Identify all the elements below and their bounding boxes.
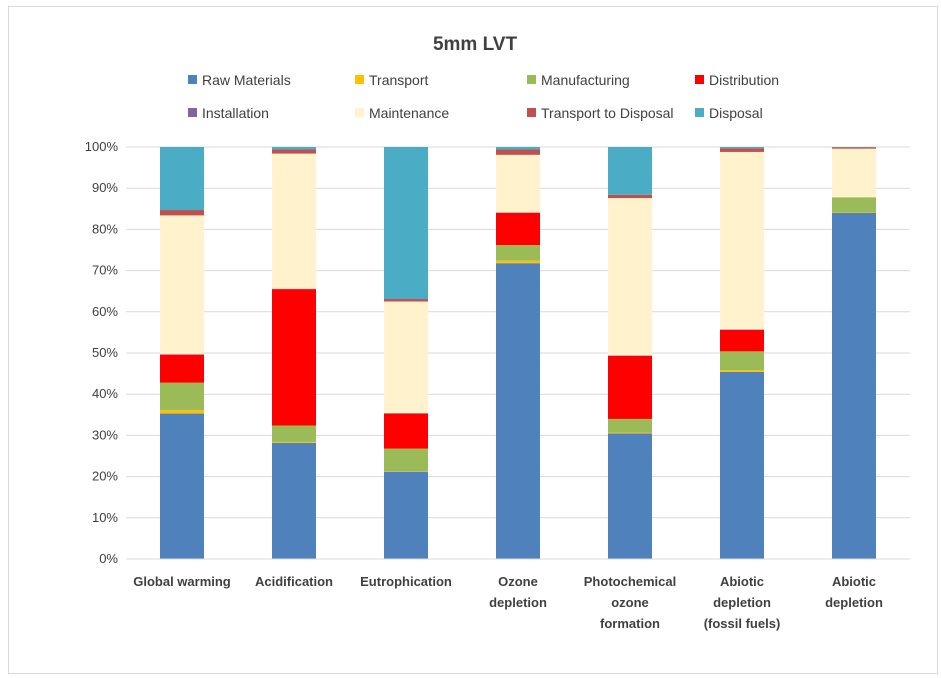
x-tick-label: Abiotic depletion (fossil fuels) xyxy=(704,574,781,631)
legend-swatch-installation xyxy=(188,108,197,117)
y-tick-label: 90% xyxy=(92,180,118,195)
x-tick-label: Abiotic depletion xyxy=(825,574,883,610)
bar-segment-raw-materials xyxy=(384,471,428,559)
bar-segment-manufacturing xyxy=(720,351,764,371)
legend-label-manufacturing: Manufacturing xyxy=(541,72,630,88)
chart-title: 5mm LVT xyxy=(433,34,518,55)
bar-segment-distribution xyxy=(160,354,204,383)
x-tick-label: Eutrophication xyxy=(360,574,452,589)
bar-segment-transport-to-disposal xyxy=(272,149,316,154)
legend-swatch-maintenance xyxy=(355,108,364,117)
legend-label-maintenance: Maintenance xyxy=(369,105,449,121)
bar-segment-disposal xyxy=(160,147,204,211)
bar-segment-manufacturing xyxy=(496,245,540,261)
y-tick-label: 60% xyxy=(92,304,118,319)
legend-swatch-manufacturing xyxy=(527,75,536,84)
bar-segment-transport-to-disposal xyxy=(496,149,540,155)
bar-segment-distribution xyxy=(384,413,428,449)
bar-segment-transport-to-disposal xyxy=(608,194,652,199)
bar-segment-transport xyxy=(720,370,764,372)
legend-swatch-transport xyxy=(355,75,364,84)
bar-segment-transport xyxy=(608,432,652,434)
bar-segment-distribution xyxy=(272,289,316,426)
bar-segment-manufacturing xyxy=(384,448,428,472)
bar-segment-raw-materials xyxy=(832,212,876,560)
legend-swatch-distribution xyxy=(695,75,704,84)
bar-segment-transport xyxy=(496,260,540,264)
legend-label-distribution: Distribution xyxy=(709,72,779,88)
y-tick-label: 20% xyxy=(92,469,118,484)
bar-segment-manufacturing xyxy=(832,197,876,213)
y-tick-label: 70% xyxy=(92,263,118,278)
y-tick-label: 80% xyxy=(92,221,118,236)
legend-label-installation: Installation xyxy=(202,105,269,121)
legend-label-disposal: Disposal xyxy=(709,105,763,121)
x-tick-label: Global warming xyxy=(133,574,231,589)
legend-swatch-transport-to-disposal xyxy=(527,108,536,117)
bar-segment-disposal xyxy=(272,147,316,150)
bar-segment-manufacturing xyxy=(160,382,204,411)
bar-segment-manufacturing xyxy=(608,418,652,433)
bar-segment-maintenance xyxy=(160,215,204,355)
legend-label-raw-materials: Raw Materials xyxy=(202,72,291,88)
bar-segment-manufacturing xyxy=(272,425,316,442)
y-axis: 0% 10% 20% 30% 40% 50% 60% 70% 80% 90% 100% xyxy=(85,139,119,566)
bar-segment-transport-to-disposal xyxy=(720,148,764,152)
bar-segment-distribution xyxy=(720,329,764,352)
legend-swatch-disposal xyxy=(695,108,704,117)
bar-segment-disposal xyxy=(720,147,764,149)
y-tick-label: 0% xyxy=(99,551,118,566)
y-tick-label: 50% xyxy=(92,345,118,360)
bar-segment-raw-materials xyxy=(496,263,540,559)
y-tick-label: 10% xyxy=(92,510,118,525)
bar-segment-transport-to-disposal xyxy=(384,299,428,302)
bar-segment-maintenance xyxy=(496,154,540,213)
legend-label-transport: Transport xyxy=(369,72,429,88)
bar-segment-raw-materials xyxy=(272,442,316,559)
bar-segment-transport-to-disposal xyxy=(160,210,204,216)
bar-segment-transport xyxy=(160,410,204,414)
bar-segment-maintenance xyxy=(608,198,652,356)
x-axis: Global warming Acidification Eutrophicatio… xyxy=(126,558,910,631)
legend: Raw Materials Transport Manufacturing Distr… xyxy=(188,72,779,121)
bar-segment-maintenance xyxy=(272,153,316,289)
y-tick-label: 100% xyxy=(85,139,119,154)
bar-segment-disposal xyxy=(496,147,540,150)
bar-segment-transport xyxy=(272,441,316,443)
bar-segment-distribution xyxy=(496,212,540,246)
bar-segment-raw-materials xyxy=(608,433,652,559)
bar-segment-disposal xyxy=(384,147,428,300)
legend-swatch-raw-materials xyxy=(188,75,197,84)
bar-segment-maintenance xyxy=(720,151,764,330)
y-tick-label: 30% xyxy=(92,427,118,442)
x-tick-label: Photochemical ozone formation xyxy=(584,574,676,631)
bar-segment-raw-materials xyxy=(720,371,764,559)
bar-segment-transport-to-disposal xyxy=(832,147,876,149)
bars xyxy=(160,147,876,560)
bar-segment-distribution xyxy=(608,355,652,419)
bar-segment-raw-materials xyxy=(160,413,204,559)
y-tick-label: 40% xyxy=(92,386,118,401)
bar-segment-maintenance xyxy=(384,301,428,414)
bar-segment-disposal xyxy=(608,147,652,195)
legend-label-transport-to-disposal: Transport to Disposal xyxy=(541,105,674,121)
x-tick-label: Acidification xyxy=(255,574,333,589)
bar-segment-maintenance xyxy=(832,148,876,198)
x-tick-label: Ozone depletion xyxy=(489,574,547,610)
